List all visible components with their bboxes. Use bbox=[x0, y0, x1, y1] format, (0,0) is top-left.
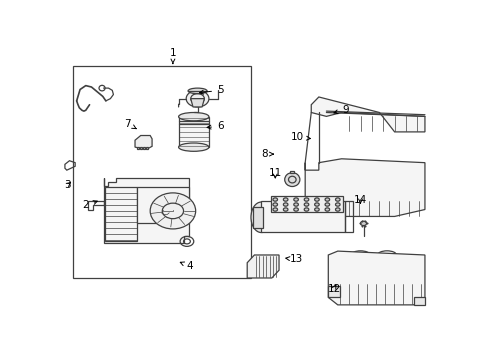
Ellipse shape bbox=[293, 203, 298, 206]
Ellipse shape bbox=[178, 143, 208, 151]
Text: 2: 2 bbox=[82, 201, 97, 210]
Polygon shape bbox=[135, 135, 152, 149]
Polygon shape bbox=[327, 251, 424, 305]
Bar bbox=[104, 187, 137, 242]
Polygon shape bbox=[103, 178, 188, 243]
Ellipse shape bbox=[188, 88, 206, 94]
Text: 3: 3 bbox=[64, 180, 71, 190]
Ellipse shape bbox=[293, 208, 298, 211]
Ellipse shape bbox=[360, 221, 366, 226]
Ellipse shape bbox=[335, 198, 339, 201]
Bar bbox=[140, 147, 142, 149]
Ellipse shape bbox=[335, 208, 339, 211]
Text: 6: 6 bbox=[207, 121, 223, 131]
Ellipse shape bbox=[325, 198, 329, 201]
Ellipse shape bbox=[335, 203, 339, 206]
Ellipse shape bbox=[325, 208, 329, 211]
Text: 9: 9 bbox=[333, 105, 348, 115]
Bar bbox=[137, 147, 139, 149]
Bar bbox=[290, 171, 294, 174]
Bar bbox=[146, 147, 147, 149]
Polygon shape bbox=[247, 255, 279, 278]
Bar bbox=[261, 201, 344, 232]
Ellipse shape bbox=[150, 193, 195, 229]
Bar bbox=[73, 66, 250, 278]
Ellipse shape bbox=[272, 203, 277, 206]
Polygon shape bbox=[311, 97, 424, 132]
Ellipse shape bbox=[293, 198, 298, 201]
Text: 13: 13 bbox=[285, 255, 302, 264]
Bar bbox=[252, 207, 263, 228]
Polygon shape bbox=[305, 159, 424, 216]
Text: 14: 14 bbox=[353, 195, 366, 205]
Text: 8: 8 bbox=[261, 149, 273, 159]
Ellipse shape bbox=[325, 203, 329, 206]
Ellipse shape bbox=[272, 208, 277, 211]
Ellipse shape bbox=[178, 112, 208, 121]
Text: 4: 4 bbox=[180, 261, 193, 271]
Text: 11: 11 bbox=[268, 168, 281, 179]
Ellipse shape bbox=[304, 203, 308, 206]
Bar bbox=[178, 117, 208, 147]
Polygon shape bbox=[413, 297, 424, 305]
Bar bbox=[142, 147, 144, 149]
Ellipse shape bbox=[283, 208, 287, 211]
Ellipse shape bbox=[272, 198, 277, 201]
Text: 10: 10 bbox=[290, 132, 310, 143]
Ellipse shape bbox=[283, 203, 287, 206]
Ellipse shape bbox=[283, 198, 287, 201]
Polygon shape bbox=[190, 99, 204, 107]
Ellipse shape bbox=[314, 203, 319, 206]
Ellipse shape bbox=[314, 198, 319, 201]
Ellipse shape bbox=[304, 198, 308, 201]
Polygon shape bbox=[327, 286, 339, 297]
Ellipse shape bbox=[314, 208, 319, 211]
Ellipse shape bbox=[186, 90, 208, 107]
Ellipse shape bbox=[250, 202, 271, 233]
Text: 7: 7 bbox=[124, 118, 136, 129]
Text: 5: 5 bbox=[199, 85, 223, 95]
Ellipse shape bbox=[304, 208, 308, 211]
Bar bbox=[271, 195, 343, 212]
Ellipse shape bbox=[284, 173, 299, 186]
Bar bbox=[137, 187, 188, 223]
Text: 1: 1 bbox=[169, 48, 176, 63]
Text: 12: 12 bbox=[326, 284, 340, 293]
